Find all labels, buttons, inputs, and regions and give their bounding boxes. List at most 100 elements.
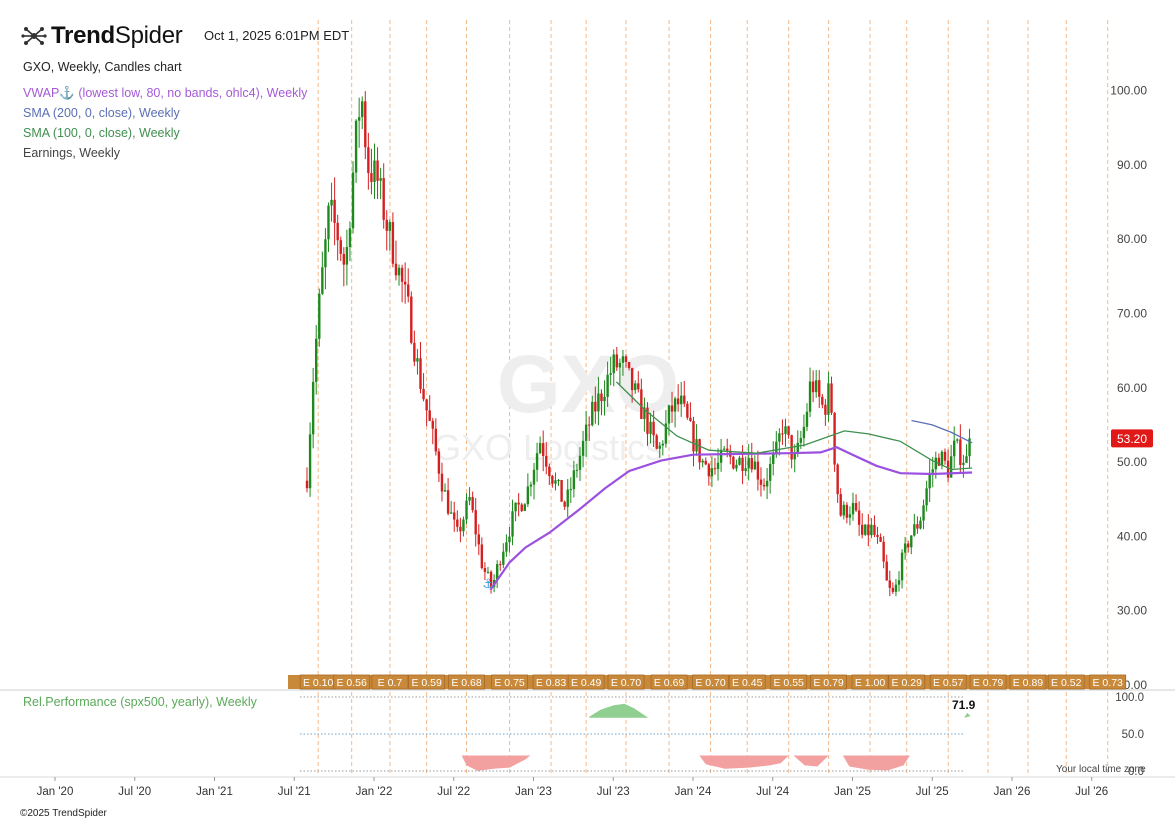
candle-body	[517, 502, 520, 505]
candle-body	[799, 438, 803, 443]
candle-body	[511, 511, 514, 537]
candle-body	[646, 407, 649, 434]
rel-tick-label: 0.0	[1128, 766, 1144, 778]
candle-body	[428, 410, 431, 421]
candle-body	[879, 536, 882, 542]
time-tick-label: Jan '22	[356, 786, 393, 798]
earnings-label: E 0.70	[611, 677, 642, 689]
candle-body	[624, 356, 628, 362]
legend-sma-100[interactable]: SMA (100, 0, close), Weekly	[23, 126, 180, 140]
candle-body	[937, 457, 941, 466]
candle-body	[443, 490, 447, 492]
candle-body	[391, 222, 395, 264]
candle-body	[453, 512, 456, 520]
watermark-ticker: GXO	[497, 339, 679, 430]
sma-100-line	[615, 381, 973, 471]
rel-positive-area	[589, 703, 649, 718]
candle-body	[400, 267, 404, 282]
candle-body	[477, 534, 480, 545]
candle-body	[839, 494, 842, 516]
candle-body	[508, 536, 511, 543]
candle-body	[615, 354, 619, 368]
legend-sma-200[interactable]: SMA (200, 0, close), Weekly	[23, 106, 180, 120]
candle-body	[965, 456, 968, 463]
candle-body	[471, 497, 474, 511]
candle-body	[594, 401, 597, 412]
candle-body	[704, 460, 707, 465]
legend-vwap[interactable]: VWAP⚓ (lowest low, 80, no bands, ohlc4),…	[23, 86, 308, 100]
legend-earnings[interactable]: Earnings, Weekly	[23, 146, 121, 160]
candle-body	[560, 480, 563, 502]
candle-body	[719, 449, 723, 463]
local-time-note: Your local time zone	[1056, 764, 1146, 775]
candle-body	[397, 267, 401, 276]
price-tick-label: 100.00	[1110, 84, 1147, 98]
candle-body	[943, 451, 947, 461]
candle-body	[940, 451, 944, 466]
vwap-line	[489, 446, 973, 591]
legend-rel-performance[interactable]: Rel.Performance (spx500, yearly), Weekly	[23, 695, 257, 709]
candle-body	[722, 448, 726, 450]
candle-body	[735, 464, 738, 469]
earnings-label: E 0.59	[411, 677, 442, 689]
candle-body	[768, 463, 772, 481]
candle-body	[532, 469, 536, 485]
rel-negative-area	[842, 755, 910, 771]
candle-body	[830, 383, 833, 413]
timestamp: Oct 1, 2025 6:01PM EDT	[204, 28, 350, 43]
candle-body	[925, 488, 928, 506]
price-tick-label: 30.00	[1117, 604, 1147, 618]
candle-body	[772, 453, 775, 464]
candle-body	[707, 464, 711, 477]
rel-negative-area	[699, 755, 789, 769]
candle-body	[680, 395, 683, 405]
candle-body	[876, 534, 879, 537]
candle-body	[787, 426, 790, 436]
chart-title[interactable]: GXO, Weekly, Candles chart	[23, 60, 182, 74]
time-tick-label: Jan '23	[515, 786, 552, 798]
candle-body	[796, 442, 799, 454]
candle-body	[851, 502, 855, 515]
candle-body	[716, 462, 720, 470]
candle-body	[367, 147, 370, 174]
earnings-label: E 0.49	[571, 677, 602, 689]
candle-body	[361, 101, 364, 118]
earnings-badge	[888, 674, 926, 690]
candle-body	[308, 434, 312, 489]
candle-body	[548, 466, 551, 477]
candle-body	[407, 284, 410, 297]
candle-body	[422, 388, 425, 400]
candle-body	[968, 438, 971, 457]
earnings-badge	[491, 674, 528, 690]
candle-body	[750, 457, 753, 470]
earnings-badge	[448, 674, 485, 690]
rel-positive-area	[964, 712, 971, 718]
candle-body	[689, 417, 692, 421]
candle-body	[959, 439, 962, 465]
earnings-label: E 0.70	[695, 677, 726, 689]
candle-body	[311, 381, 315, 435]
candle-body	[894, 584, 898, 592]
candle-body	[351, 172, 355, 229]
candle-body	[578, 455, 582, 470]
time-tick-label: Jan '21	[196, 786, 233, 798]
candle-body	[747, 457, 750, 469]
candle-body	[554, 480, 557, 484]
candle-body	[781, 433, 784, 435]
earnings-label: E 0.73	[1093, 677, 1124, 689]
candle-body	[864, 524, 867, 535]
candle-body	[692, 420, 695, 452]
time-tick-label: Jul '24	[756, 786, 789, 798]
time-tick-label: Jul '21	[278, 786, 311, 798]
time-tick-label: Jul '25	[916, 786, 949, 798]
candle-body	[732, 456, 735, 469]
earnings-badge	[567, 674, 605, 690]
candle-body	[354, 120, 358, 173]
candle-body	[784, 426, 787, 434]
candle-body	[845, 504, 849, 518]
earnings-badge	[1089, 674, 1127, 690]
price-tick-label: 50.00	[1117, 455, 1147, 469]
time-tick-label: Jul '20	[118, 786, 151, 798]
copyright: ©2025 TrendSpider	[20, 808, 107, 819]
